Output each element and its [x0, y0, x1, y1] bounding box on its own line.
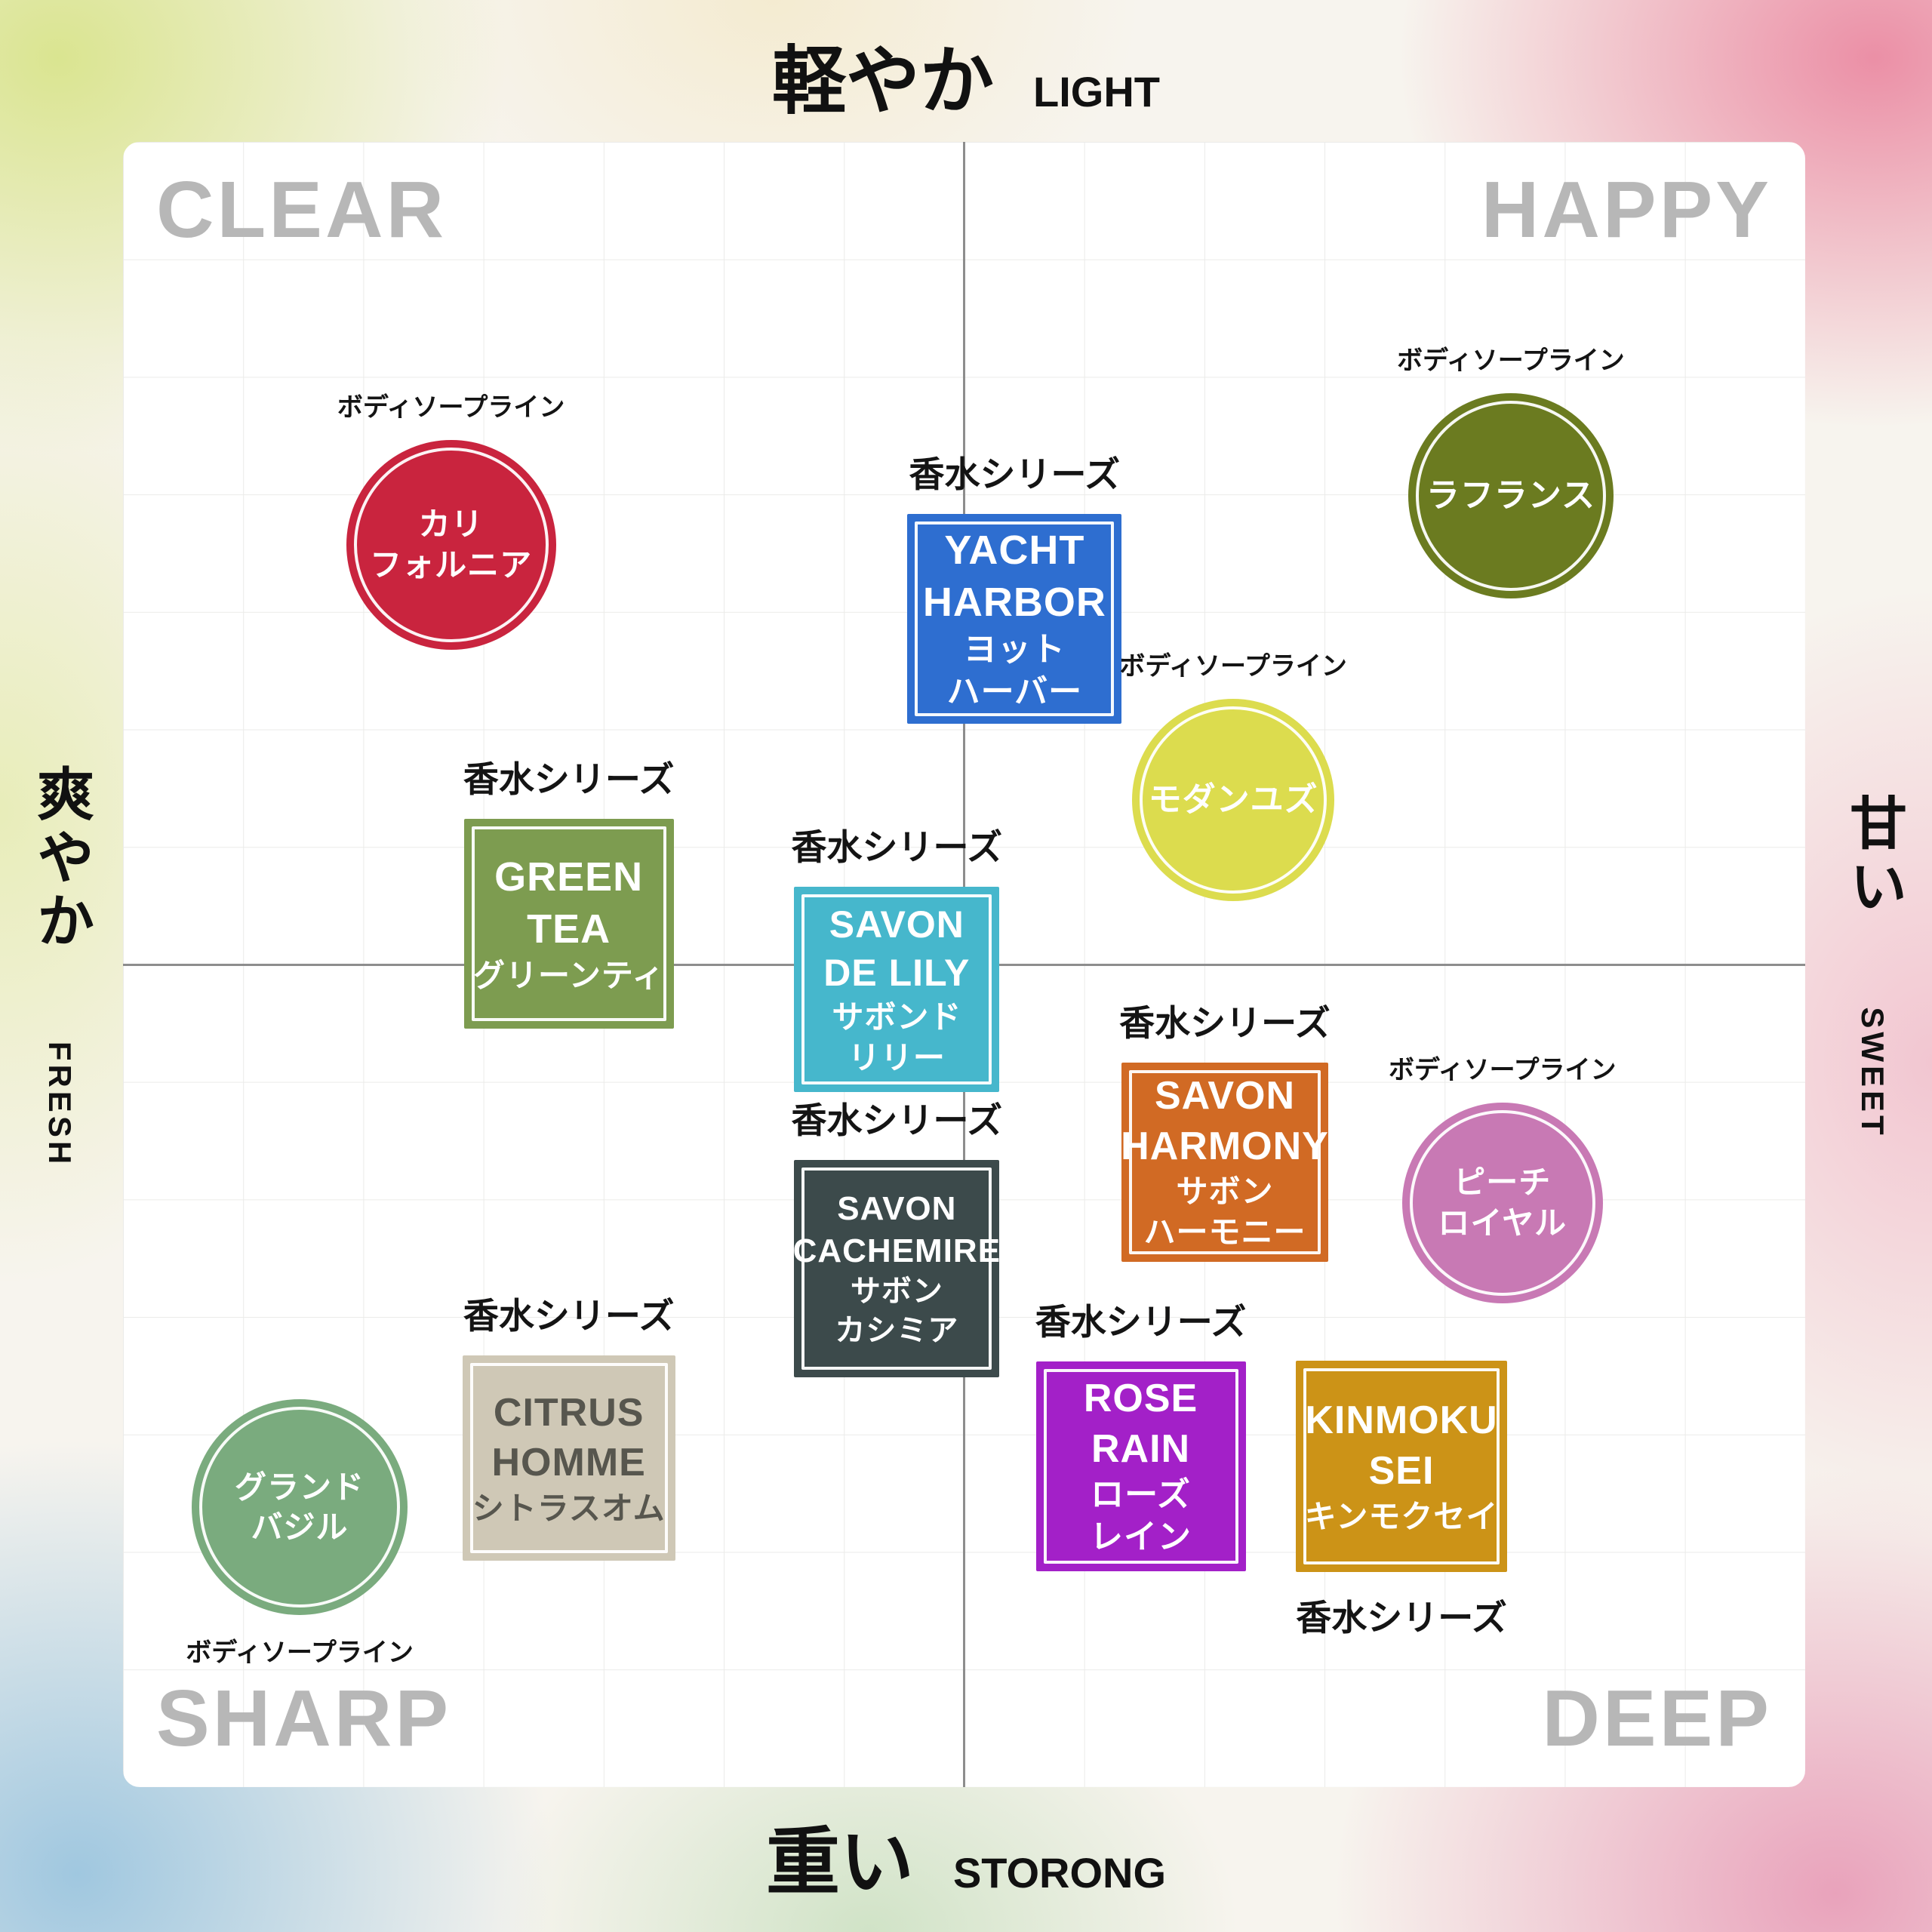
series-label: 香水シリーズ [1296, 1597, 1507, 1638]
point-label: SAVON CACHEMIRE サボン カシミア [792, 1189, 1001, 1347]
point-label: GREEN TEA グリーンティ [472, 854, 665, 993]
axis-right-en-label: SWEET [1855, 1007, 1890, 1139]
chart-area: CLEAR HAPPY SHARP DEEP カリ フォルニア ボディソープラインラ… [123, 142, 1805, 1787]
series-label: ボディソープライン [1397, 346, 1625, 375]
point-label: ROSE RAIN ローズ レイン [1083, 1377, 1198, 1556]
point-label: SAVON HARMONY サボン ハーモニー [1121, 1074, 1329, 1251]
point-label: ピーチ ロイヤル [1438, 1164, 1567, 1241]
axis-bottom-en-label: STORONG [952, 1849, 1167, 1897]
points-layer: カリ フォルニア ボディソープライン ラフランス ボディソープライン YACHT HARBO… [123, 142, 1805, 1787]
chart-point: ピーチ ロイヤル ボディソープライン [1389, 1056, 1617, 1304]
series-label: 香水シリーズ [909, 454, 1121, 495]
axis-top-en-label: LIGHT [1033, 68, 1160, 115]
quadrant-label-sharp: SHARP [156, 1674, 452, 1763]
chart-point: ROSE RAIN ローズ レイン 香水シリーズ [1035, 1302, 1246, 1571]
chart-point: YACHT HARBOR ヨット ハーバー 香水シリーズ [907, 454, 1122, 724]
series-label: 香水シリーズ [463, 1296, 675, 1336]
series-label: ボディソープライン [337, 393, 565, 423]
series-label: ボディソープライン [186, 1638, 414, 1668]
chart-point: グランド バジルボディソープライン [186, 1399, 414, 1667]
series-label: ボディソープライン [1388, 1056, 1617, 1085]
chart-point: カリ フォルニア ボディソープライン [337, 393, 565, 651]
series-label: ボディソープライン [1119, 652, 1347, 681]
axis-bottom-strong: 重い STORONG [0, 1802, 1932, 1909]
axis-right-sweet: 甘い SWEET [1831, 793, 1914, 1138]
quadrant-label-clear: CLEAR [156, 165, 448, 254]
axis-bottom-jp-label: 重い [765, 1820, 914, 1903]
axis-top-jp-label: 軽やか [772, 39, 995, 122]
quadrant-label-deep: DEEP [1542, 1674, 1772, 1763]
axis-right-jp-label: 甘い [1841, 793, 1905, 921]
chart-point: SAVON DE LILY サボンド リリー 香水シリーズ [792, 827, 1002, 1092]
point-label: YACHT HARBOR ヨット ハーバー [922, 527, 1106, 711]
point-label: SAVON DE LILY サボンド リリー [823, 903, 971, 1075]
point-label: KINMOKU SEI キンモクセイ [1304, 1398, 1499, 1534]
chart-point: KINMOKU SEI キンモクセイ香水シリーズ [1296, 1360, 1508, 1638]
point-label: カリ フォルニア [370, 506, 533, 583]
chart-point: ラフランス ボディソープライン [1397, 346, 1625, 598]
axis-left-fresh: 爽やか FRESH [18, 764, 101, 1168]
chart-point: GREEN TEA グリーンティ 香水シリーズ [463, 759, 675, 1029]
series-label: 香水シリーズ [1035, 1301, 1247, 1342]
point-label: CITRUS HOMME シトラスオム [472, 1390, 666, 1526]
point-label: グランド バジル [235, 1469, 365, 1546]
series-label: 香水シリーズ [463, 758, 675, 799]
series-label: 香水シリーズ [791, 1100, 1003, 1141]
series-label: 香水シリーズ [1119, 1002, 1331, 1043]
axis-top-light: 軽やか LIGHT [0, 21, 1932, 128]
chart-point: モダンユズ ボディソープライン [1119, 652, 1347, 901]
quadrant-label-happy: HAPPY [1481, 165, 1772, 254]
axis-left-jp-label: 爽やか [28, 764, 92, 955]
chart-point: CITRUS HOMME シトラスオム 香水シリーズ [462, 1296, 675, 1561]
axis-left-en-label: FRESH [42, 1041, 78, 1168]
series-label: 香水シリーズ [791, 826, 1003, 867]
point-label: モダンユズ [1148, 780, 1318, 818]
chart-point: SAVON HARMONY サボン ハーモニー 香水シリーズ [1119, 1003, 1331, 1262]
chart-point: SAVON CACHEMIRE サボン カシミア 香水シリーズ [792, 1100, 1002, 1378]
point-label: ラフランス [1426, 476, 1595, 514]
